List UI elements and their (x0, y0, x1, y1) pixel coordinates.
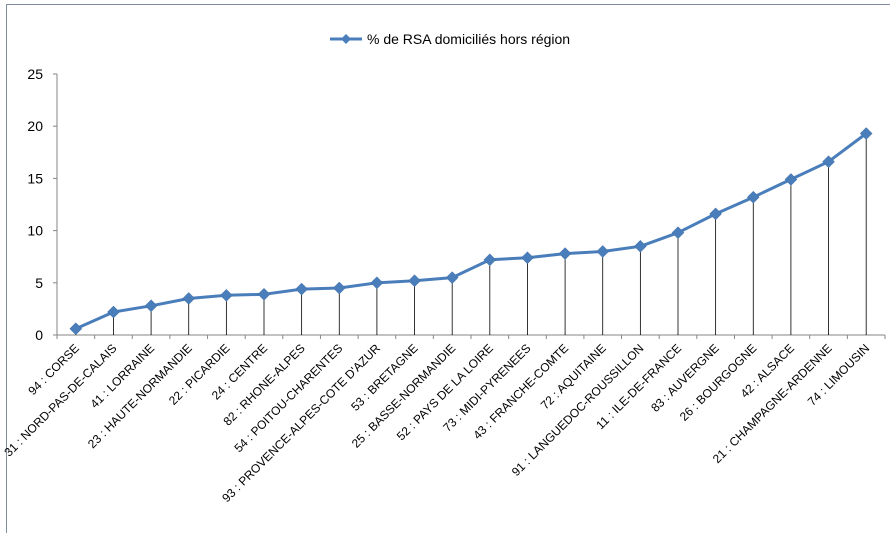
data-point (445, 271, 459, 284)
legend-marker (341, 34, 351, 44)
data-point (671, 226, 685, 240)
data-point (784, 173, 798, 186)
x-tick-label: 72 : AQUITAINE (538, 341, 609, 412)
y-tick-label: 15 (27, 170, 43, 186)
data-point (558, 247, 572, 260)
data-point (144, 299, 158, 313)
data-point (69, 322, 83, 336)
data-point (634, 239, 647, 253)
data-point (746, 190, 760, 204)
data-point (257, 287, 271, 301)
legend: % de RSA domiciliés hors région (330, 31, 570, 47)
data-point (295, 282, 308, 296)
series-line (69, 127, 873, 336)
y-tick-label: 20 (27, 118, 43, 134)
y-tick-label: 5 (35, 275, 43, 291)
y-tick-label: 10 (27, 223, 43, 239)
y-tick-label: 25 (27, 66, 43, 82)
data-point (408, 274, 421, 288)
data-point (822, 155, 835, 169)
series-path (75, 132, 868, 331)
data-point (859, 127, 873, 140)
chart-frame (6, 4, 890, 533)
axes (53, 73, 886, 339)
drop-lines (75, 133, 867, 335)
data-point (483, 253, 497, 267)
data-point (220, 288, 233, 302)
data-point (107, 305, 120, 319)
x-tick-label: 83 : AUVERGNE (648, 341, 722, 415)
y-tick-label: 0 (35, 327, 43, 343)
data-point (370, 276, 384, 290)
legend-label: % de RSA domiciliés hors région (367, 31, 570, 47)
data-point (332, 281, 346, 295)
data-point (521, 251, 534, 265)
data-point (596, 245, 610, 258)
data-point (709, 207, 722, 221)
x-tick-label: 53 : BRETAGNE (348, 341, 420, 413)
data-point (182, 292, 196, 305)
